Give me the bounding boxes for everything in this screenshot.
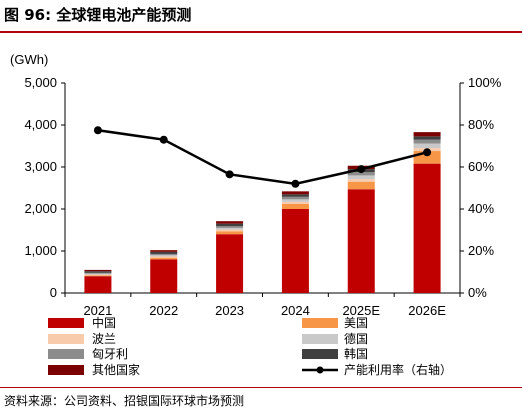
legend-label: 产能利用率（右轴） (344, 362, 452, 377)
bar-segment (216, 229, 244, 232)
legend-label: 韩国 (344, 346, 368, 361)
bar-segment (347, 175, 375, 180)
x-tick-label: 2026E (408, 303, 446, 318)
utilization-point (357, 165, 366, 174)
legend-label: 波兰 (92, 332, 116, 346)
source-divider (0, 387, 522, 388)
left-tick-label: 5,000 (24, 75, 57, 90)
legend-label: 匈牙利 (92, 347, 128, 361)
right-tick-label: 0% (468, 285, 487, 300)
left-tick-label: 0 (50, 285, 57, 300)
bar-segment (84, 272, 112, 274)
bar-segment (84, 276, 112, 293)
utilization-point (93, 126, 102, 135)
bar-segment (281, 191, 309, 195)
left-tick-label: 3,000 (24, 159, 57, 174)
left-tick-label: 1,000 (24, 243, 57, 258)
bar-segment (216, 226, 244, 228)
source-note: 资料来源：公司资料、招银国际环球市场预测 (4, 394, 245, 408)
utilization-point (159, 135, 168, 144)
bar-segment (84, 269, 112, 272)
bar-segment (150, 259, 178, 293)
right-tick-label: 40% (468, 201, 494, 216)
bar-segment (281, 196, 309, 200)
utilization-line (97, 129, 428, 186)
legend-swatch (302, 349, 338, 359)
x-tick-label: 2021 (83, 303, 112, 318)
bar-segment (347, 181, 375, 190)
chart-area: (GWh) 0 1,000 2,000 3,000 4,000 5,000 0% 20% 40%… (10, 52, 502, 377)
bar-segment (413, 143, 441, 149)
x-tick-label: 2024 (281, 303, 310, 318)
unit-label: (GWh) (10, 52, 48, 67)
right-tick-label: 100% (468, 75, 502, 90)
legend-swatch (302, 334, 338, 344)
bar-segment (150, 257, 178, 260)
bar-segment (150, 250, 178, 252)
chart-title: 图 96: 全球锂电池产能预测 (4, 6, 192, 24)
x-tick-label: 2022 (149, 303, 178, 318)
legend-swatch (302, 318, 338, 328)
utilization-point (291, 179, 300, 188)
left-tick-label: 2,000 (24, 201, 57, 216)
legend-label: 德国 (344, 331, 368, 346)
legend-label: 其他国家 (92, 362, 140, 377)
x-tick-label: 2023 (215, 303, 244, 318)
bar-segment (84, 271, 112, 273)
chart-bars (84, 132, 441, 293)
legend-swatch (48, 318, 84, 328)
left-tick-label: 4,000 (24, 117, 57, 132)
bar-segment (413, 136, 441, 140)
bar-segment (150, 256, 178, 258)
bar-segment (281, 194, 309, 197)
x-tick-label: 2025E (342, 303, 380, 318)
bar-segment (281, 209, 309, 293)
bar-segment (347, 172, 375, 176)
bar-segment (347, 189, 375, 293)
right-tick-label: 60% (468, 159, 494, 174)
legend-line-marker (316, 366, 324, 374)
bar-segment (216, 221, 244, 224)
right-tick-label: 80% (468, 117, 494, 132)
utilization-point (423, 148, 432, 157)
right-tick-label: 20% (468, 243, 494, 258)
bar-segment (150, 253, 178, 256)
bar-segment (216, 231, 244, 235)
utilization-point (225, 170, 234, 179)
legend-label: 中国 (92, 315, 116, 330)
bar-segment (281, 199, 309, 202)
bar-segment (216, 223, 244, 227)
bar-segment (281, 203, 309, 209)
bar-segment (150, 255, 178, 257)
bar-segment (84, 273, 112, 275)
bar-segment (216, 227, 244, 230)
bar-segment (216, 234, 244, 293)
bar-segment (413, 163, 441, 293)
bar-segment (347, 179, 375, 182)
bar-segment (413, 132, 441, 137)
chart-axes: 0 1,000 2,000 3,000 4,000 5,000 0% 20% 40% 60% 80%… (24, 75, 501, 318)
chart-line (93, 126, 432, 188)
legend-swatch (48, 349, 84, 359)
legend-swatch (48, 334, 84, 344)
title-divider (0, 31, 522, 33)
legend-label: 美国 (344, 316, 368, 330)
bar-segment (150, 251, 178, 254)
bar-segment (84, 274, 112, 276)
legend-swatch (48, 365, 84, 375)
bar-segment (413, 139, 441, 144)
bar-segment (84, 275, 112, 277)
bar-segment (281, 201, 309, 204)
